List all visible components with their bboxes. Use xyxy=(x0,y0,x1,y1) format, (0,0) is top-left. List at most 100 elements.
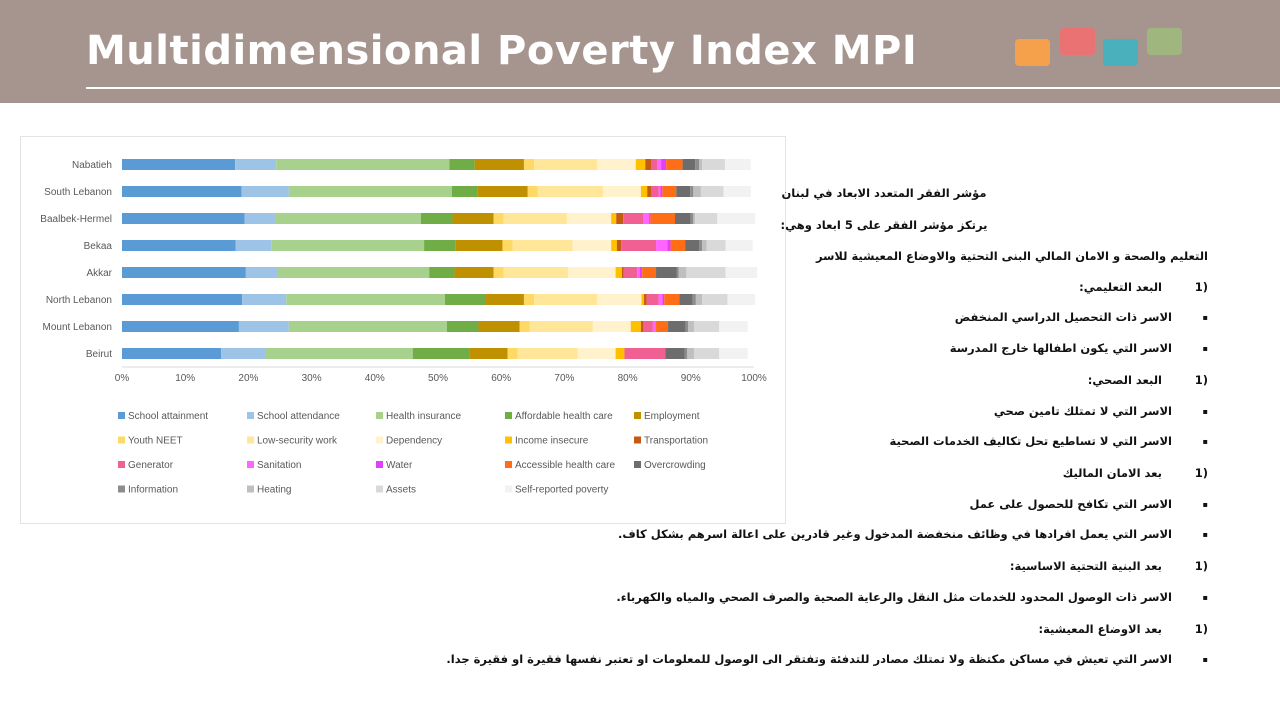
list-number: 1) xyxy=(1194,622,1208,636)
bar-nabatieh-self-reported-poverty xyxy=(724,159,751,170)
bar-south-lebanon-information xyxy=(690,186,694,197)
x-tick-label: 60% xyxy=(491,373,511,384)
bar-akkar-information xyxy=(676,267,679,278)
bar-akkar-overcrowding xyxy=(656,267,677,278)
page-title: Multidimensional Poverty Index MPI xyxy=(86,28,918,74)
section-heading: 1) بعد الامان الماليك xyxy=(1063,466,1208,480)
bullet-item: ▪ الاسر التي يعمل افرادها في وظائف منخفضة… xyxy=(618,527,1208,541)
bar-bekaa-youth-neet xyxy=(502,240,513,251)
bar-nabatieh-low-security-work xyxy=(534,159,598,170)
bar-north-lebanon-school-attendance xyxy=(242,294,287,305)
bullet-item: ▪ الاسر التي تكافح للحصول على عمل xyxy=(969,497,1208,511)
bar-bekaa-assets xyxy=(706,240,726,251)
bar-baalbek-hermel-dependency xyxy=(566,213,612,224)
bar-bekaa-sanitation xyxy=(656,240,668,251)
legend-label-generator: Generator xyxy=(128,460,174,471)
legend-swatch-income-insecure xyxy=(505,436,512,444)
bar-mount-lebanon-low-security-work xyxy=(529,321,593,332)
bar-north-lebanon-low-security-work xyxy=(534,294,598,305)
bar-north-lebanon-information xyxy=(692,294,696,305)
bar-akkar-school-attainment xyxy=(122,267,246,278)
bullet-item: ▪ الاسر التي لا تساطيع تحل تكاليف الخدمات… xyxy=(889,434,1208,448)
bar-beirut-overcrowding xyxy=(665,348,685,359)
bar-north-lebanon-employment xyxy=(486,294,524,305)
bar-nabatieh-assets xyxy=(702,159,725,170)
legend-swatch-low-security-work xyxy=(247,436,254,444)
bar-baalbek-hermel-self-reported-poverty xyxy=(717,213,756,224)
bar-mount-lebanon-youth-neet xyxy=(519,321,530,332)
bar-north-lebanon-income-insecure xyxy=(641,294,645,305)
bar-mount-lebanon-income-insecure xyxy=(630,321,641,332)
bar-akkar-sanitation xyxy=(637,267,640,278)
bar-north-lebanon-assets xyxy=(702,294,728,305)
bar-mount-lebanon-affordable-health-care xyxy=(446,321,479,332)
bullet-marker: ▪ xyxy=(1202,593,1208,602)
bar-bekaa-low-security-work xyxy=(512,240,573,251)
bar-beirut-assets xyxy=(693,348,720,359)
bar-nabatieh-health-insurance xyxy=(276,159,450,170)
bar-bekaa-school-attendance xyxy=(235,240,272,251)
bar-north-lebanon-accessible-health-care xyxy=(664,294,680,305)
legend-swatch-employment xyxy=(634,412,641,419)
bar-north-lebanon-affordable-health-care xyxy=(444,294,487,305)
bar-akkar-school-attendance xyxy=(245,267,278,278)
bar-south-lebanon-employment xyxy=(477,186,528,197)
bar-south-lebanon-youth-neet xyxy=(527,186,538,197)
decor-square-teal xyxy=(1103,39,1138,66)
bar-akkar-heating xyxy=(678,267,687,278)
x-tick-label: 100% xyxy=(741,373,767,384)
legend-label-overcrowding: Overcrowding xyxy=(644,460,706,471)
legend-swatch-affordable-health-care xyxy=(505,412,512,419)
bar-baalbek-hermel-sanitation xyxy=(643,213,650,224)
bar-south-lebanon-school-attainment xyxy=(122,186,242,197)
legend-swatch-generator xyxy=(118,461,125,468)
bullet-marker: ▪ xyxy=(1202,437,1208,446)
legend-swatch-youth-neet xyxy=(118,436,125,444)
bullet-item: ▪ الاسر ذات الوصول المحدود للخدمات مثل ال… xyxy=(616,590,1208,604)
list-number: 1) xyxy=(1194,559,1208,573)
x-tick-label: 70% xyxy=(554,373,574,384)
legend-label-self-reported-poverty: Self-reported poverty xyxy=(515,485,608,496)
bar-mount-lebanon-employment xyxy=(478,321,520,332)
bar-south-lebanon-generator xyxy=(650,186,659,197)
bar-baalbek-hermel-accessible-health-care xyxy=(650,213,675,224)
bar-bekaa-heating xyxy=(702,240,707,251)
bar-akkar-income-insecure xyxy=(615,267,622,278)
bar-beirut-health-insurance xyxy=(265,348,413,359)
bar-beirut-information xyxy=(684,348,688,359)
x-tick-label: 80% xyxy=(618,373,638,384)
legend-label-school-attainment: School attainment xyxy=(128,411,208,422)
line-text: يرتكز مؤشر الفقر على 5 ابعاد وهي: xyxy=(780,218,988,232)
bar-akkar-accessible-health-care xyxy=(642,267,657,278)
list-number: 1) xyxy=(1194,466,1208,480)
line-text: بعد الامان الماليك xyxy=(1062,466,1162,480)
line-text: الاسر التي لا تمتلك تامين صحي xyxy=(993,404,1172,418)
x-tick-label: 50% xyxy=(428,373,448,384)
bullet-marker: ▪ xyxy=(1202,530,1208,539)
bar-south-lebanon-school-attendance xyxy=(241,186,289,197)
legend-label-water: Water xyxy=(386,460,413,471)
bullet-item: ▪ الاسر التي يكون اطفالها خارج المدرسة xyxy=(950,341,1208,355)
bar-south-lebanon-low-security-work xyxy=(537,186,603,197)
bullet-item: ▪ الاسر التي تعيش في مساكن مكتظة ولا تمتل… xyxy=(446,652,1208,666)
bar-south-lebanon-dependency xyxy=(602,186,641,197)
decor-square-green xyxy=(1147,28,1182,55)
bar-nabatieh-water xyxy=(661,159,667,170)
bar-bekaa-self-reported-poverty xyxy=(725,240,753,251)
line-text: الاسر ذات التحصيل الدراسي المنخفض xyxy=(954,310,1172,324)
bar-north-lebanon-generator xyxy=(646,294,659,305)
bullet-marker: ▪ xyxy=(1202,313,1208,322)
category-label-bekaa: Bekaa xyxy=(84,241,113,252)
line-text: الاسر التي لا تساطيع تحل تكاليف الخدمات … xyxy=(889,434,1172,448)
bar-nabatieh-school-attendance xyxy=(235,159,277,170)
line-text: بعد الاوضاع المعيشية: xyxy=(1038,622,1162,636)
bar-akkar-employment xyxy=(454,267,494,278)
bar-mount-lebanon-self-reported-poverty xyxy=(719,321,748,332)
bar-south-lebanon-self-reported-poverty xyxy=(723,186,751,197)
bar-bekaa-income-insecure xyxy=(611,240,617,251)
legend-label-low-security-work: Low-security work xyxy=(257,436,338,447)
bullet-marker: ▪ xyxy=(1202,344,1208,353)
legend-label-school-attendance: School attendance xyxy=(257,411,340,422)
bar-beirut-dependency xyxy=(577,348,616,359)
bar-beirut-employment xyxy=(469,348,508,359)
